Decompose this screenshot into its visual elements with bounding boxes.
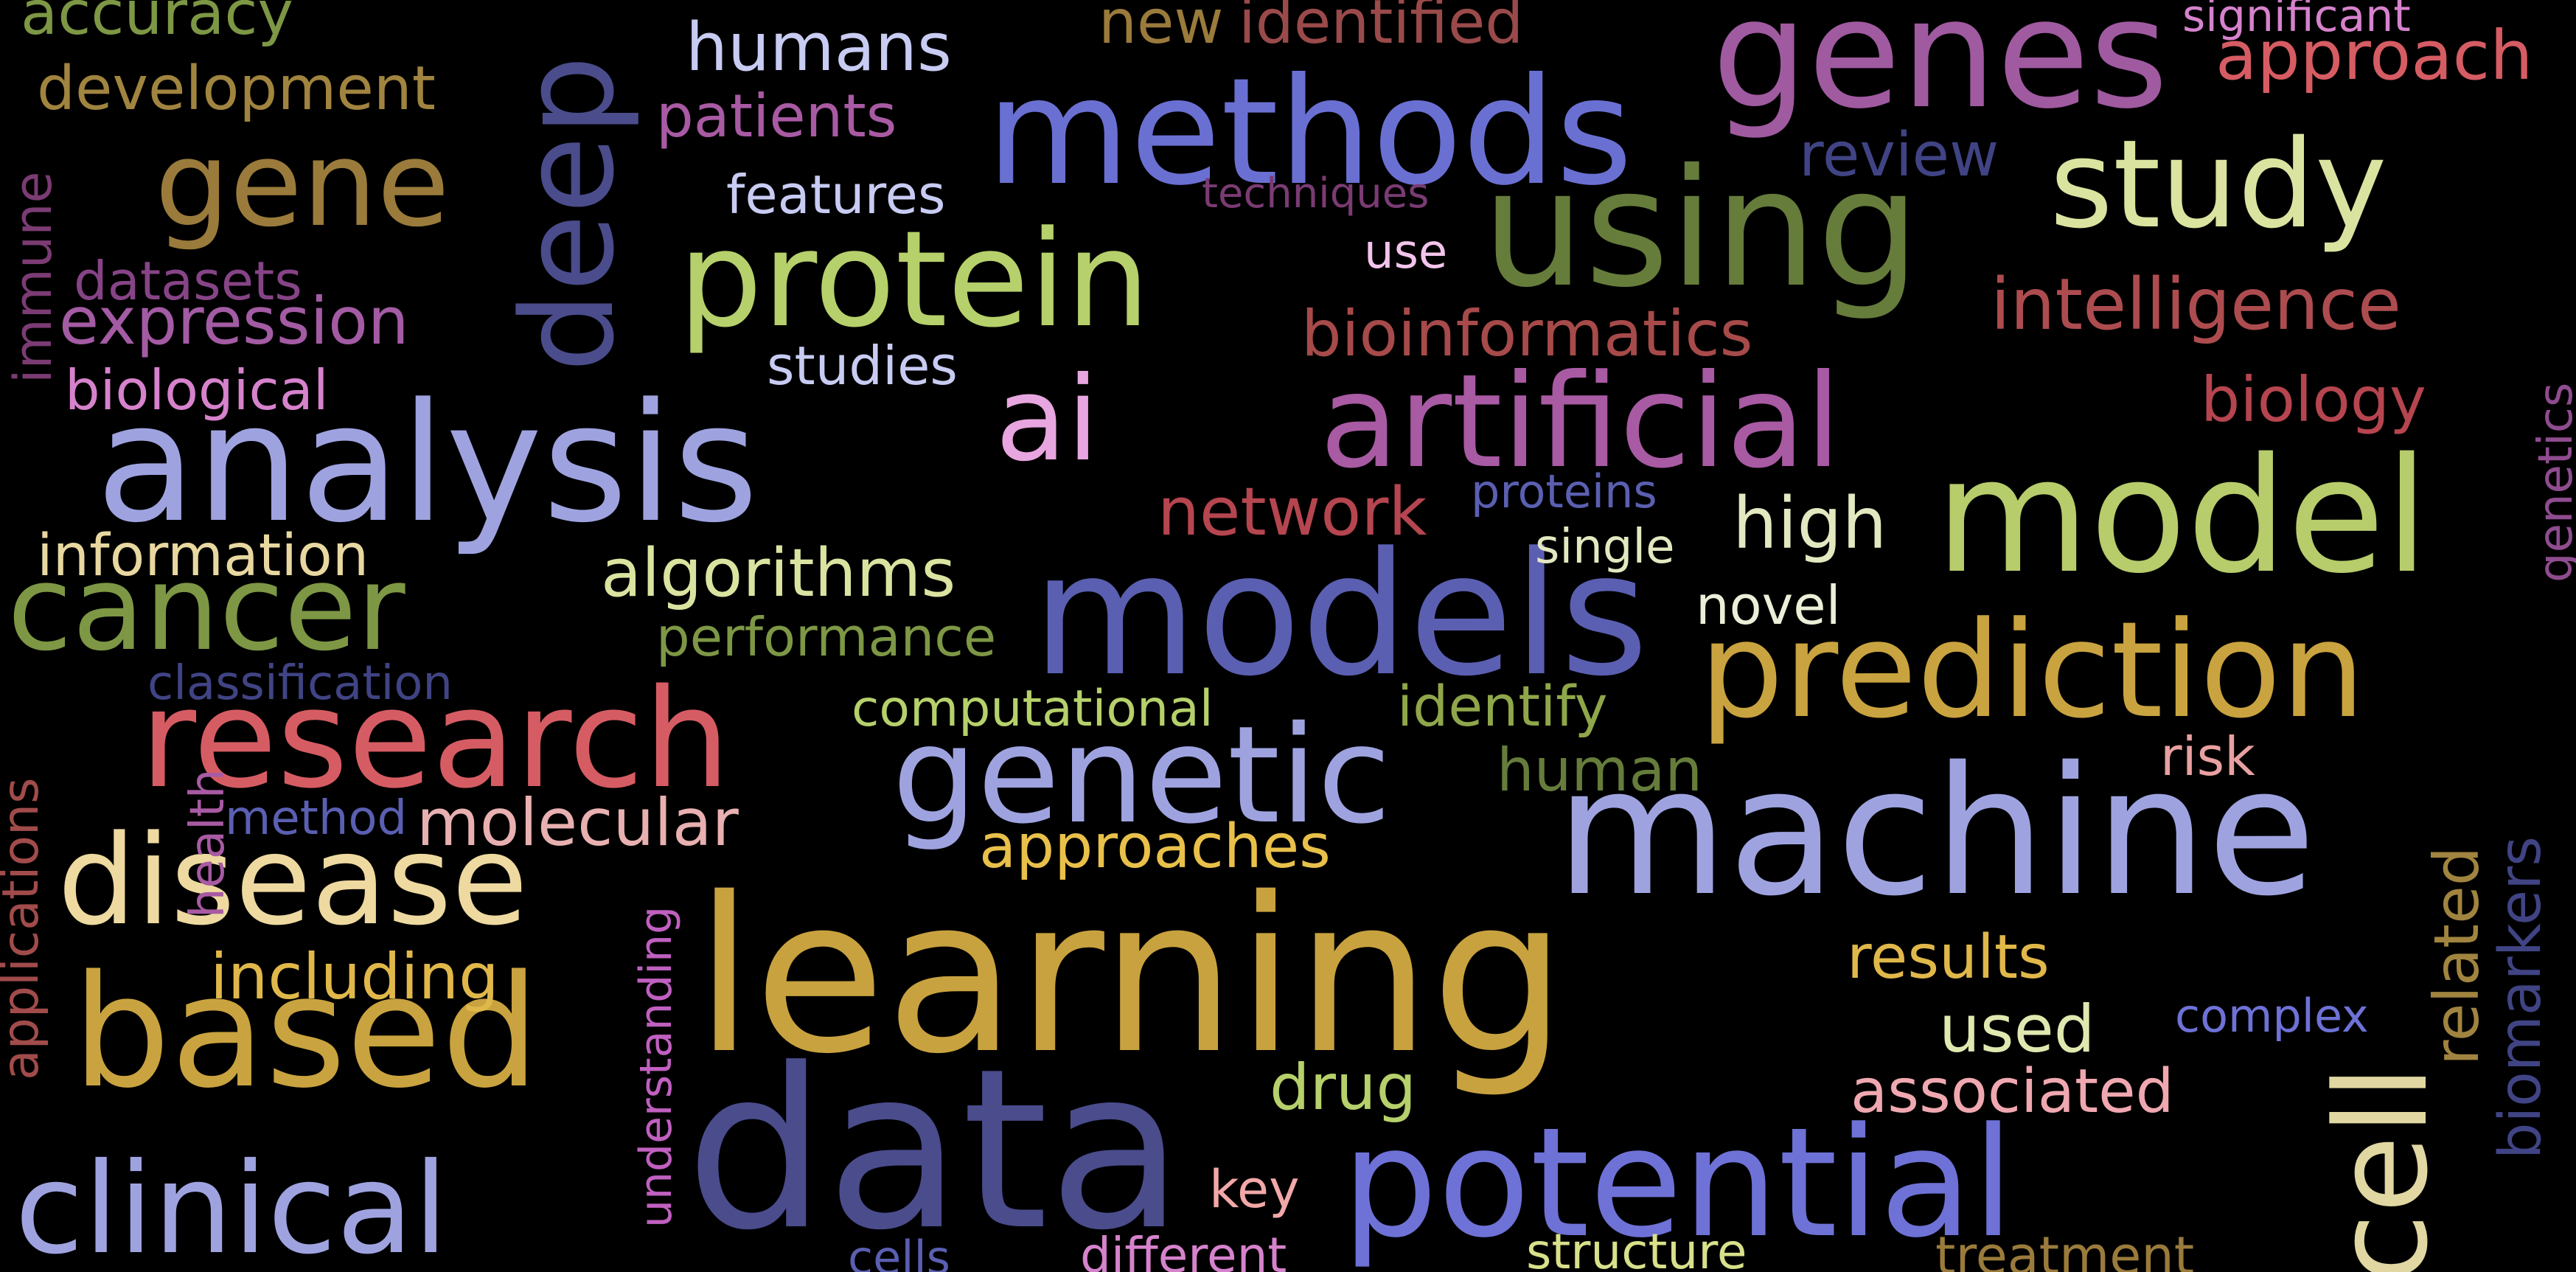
word-understanding: understanding (630, 906, 682, 1228)
word-molecular: molecular (417, 785, 739, 861)
word-approach: approach (2215, 16, 2533, 95)
word-bioinformatics: bioinformatics (1301, 297, 1753, 371)
word-genetic: genetic (892, 697, 1391, 853)
word-using: using (1482, 134, 1921, 323)
word-approaches: approaches (979, 812, 1331, 882)
word-models: models (1032, 517, 1649, 714)
word-expression: expression (59, 283, 409, 359)
word-patients: patients (656, 82, 897, 150)
word-computational: computational (852, 680, 1214, 738)
word-identify: identify (1397, 673, 1608, 739)
word-disease: disease (58, 808, 529, 953)
word-humans: humans (686, 9, 952, 86)
word-proteins: proteins (1471, 465, 1657, 518)
word-genetics: genetics (2529, 382, 2576, 583)
word-associated: associated (1851, 1057, 2174, 1127)
word-features: features (726, 164, 946, 226)
word-study: study (2050, 114, 2387, 255)
word-including: including (210, 940, 499, 1014)
word-cancer: cancer (7, 539, 405, 677)
word-cell: cell (2308, 1065, 2456, 1272)
word-used: used (1939, 991, 2095, 1067)
word-new: new (1099, 0, 1224, 58)
word-human: human (1497, 736, 1703, 804)
word-analysis: analysis (96, 369, 759, 559)
word-structure: structure (1526, 1223, 1747, 1272)
word-deep: deep (494, 55, 642, 372)
word-risk: risk (2160, 726, 2255, 788)
word-accuracy: accuracy (21, 0, 293, 49)
word-immune: immune (3, 171, 63, 383)
word-cells: cells (848, 1231, 950, 1272)
word-intelligence: intelligence (1991, 263, 2401, 346)
word-algorithms: algorithms (601, 535, 956, 612)
word-development: development (37, 54, 436, 124)
word-data: data (686, 1021, 1184, 1272)
word-use: use (1364, 225, 1448, 279)
word-model: model (1935, 423, 2429, 608)
word-biomarkers: biomarkers (2488, 836, 2554, 1159)
word-machine: machine (1556, 729, 2316, 935)
word-method: method (225, 791, 408, 846)
word-ai: ai (995, 352, 1099, 487)
word-health: health (181, 768, 235, 918)
word-clinical: clinical (15, 1136, 448, 1272)
word-classification: classification (147, 656, 453, 711)
word-different: different (1080, 1227, 1287, 1272)
word-techniques: techniques (1202, 170, 1430, 218)
word-single: single (1535, 520, 1675, 574)
word-potential: potential (1342, 1096, 2014, 1271)
word-genes: genes (1712, 0, 2169, 142)
word-research: research (140, 659, 731, 819)
word-novel: novel (1696, 574, 1841, 636)
word-artificial: artificial (1320, 347, 1842, 497)
word-drug: drug (1270, 1051, 1417, 1125)
word-studies: studies (767, 335, 958, 397)
word-key: key (1209, 1159, 1300, 1220)
word-treatment: treatment (1935, 1226, 2195, 1272)
word-methods: methods (986, 46, 1633, 218)
word-network: network (1158, 473, 1427, 551)
word-identified: identified (1239, 0, 1524, 58)
word-applications: applications (0, 777, 50, 1080)
word-learning: learning (695, 852, 1567, 1101)
word-biological: biological (65, 358, 329, 423)
word-related: related (2420, 846, 2493, 1066)
word-datasets: datasets (74, 250, 302, 312)
word-review: review (1799, 120, 1999, 190)
word-significant: significant (2182, 0, 2411, 42)
word-protein: protein (678, 203, 1150, 357)
word-information: information (37, 523, 369, 589)
word-performance: performance (656, 606, 997, 668)
word-high: high (1733, 482, 1887, 565)
word-biology: biology (2201, 364, 2426, 436)
word-based: based (72, 942, 540, 1122)
word-gene: gene (155, 115, 450, 253)
word-complex: complex (2175, 989, 2369, 1043)
word-prediction: prediction (1699, 594, 2366, 748)
word-results: results (1847, 922, 2050, 993)
